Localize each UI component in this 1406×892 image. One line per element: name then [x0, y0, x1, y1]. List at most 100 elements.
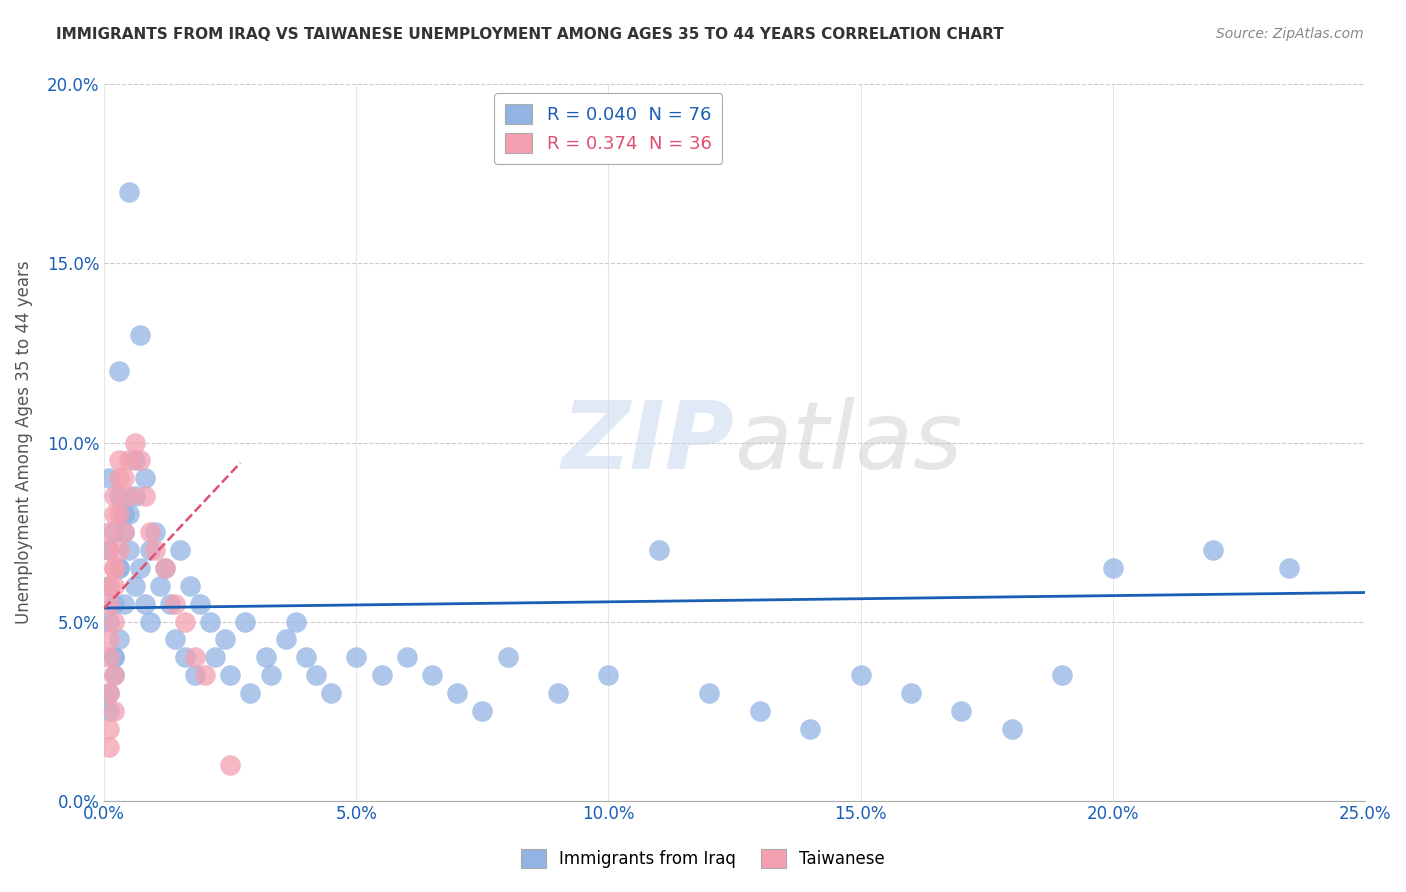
Point — [219, 668, 242, 682]
Point — [295, 650, 318, 665]
Point — [103, 561, 125, 575]
Point — [420, 668, 443, 682]
Point — [103, 650, 125, 665]
Text: ZIP: ZIP — [561, 397, 734, 489]
Point — [108, 561, 131, 575]
Point — [134, 471, 156, 485]
Point — [239, 686, 262, 700]
Point — [254, 650, 277, 665]
Point — [214, 632, 236, 647]
Y-axis label: Unemployment Among Ages 35 to 44 years: Unemployment Among Ages 35 to 44 years — [15, 260, 32, 624]
Point — [108, 364, 131, 378]
Point — [103, 524, 125, 539]
Point — [134, 489, 156, 503]
Point — [1278, 561, 1301, 575]
Point — [98, 597, 121, 611]
Point — [169, 543, 191, 558]
Point — [159, 597, 181, 611]
Point — [697, 686, 720, 700]
Point — [124, 435, 146, 450]
Point — [103, 668, 125, 682]
Point — [496, 650, 519, 665]
Point — [112, 597, 135, 611]
Point — [118, 453, 141, 467]
Point — [149, 579, 172, 593]
Point — [138, 615, 160, 629]
Point — [128, 453, 150, 467]
Point — [108, 489, 131, 503]
Point — [849, 668, 872, 682]
Point — [108, 632, 131, 647]
Point — [112, 524, 135, 539]
Point — [98, 579, 121, 593]
Point — [598, 668, 620, 682]
Point — [748, 704, 770, 718]
Point — [112, 507, 135, 521]
Point — [98, 704, 121, 718]
Point — [108, 471, 131, 485]
Point — [143, 543, 166, 558]
Point — [274, 632, 297, 647]
Point — [98, 722, 121, 736]
Point — [98, 615, 121, 629]
Point — [174, 650, 197, 665]
Text: atlas: atlas — [734, 397, 963, 488]
Text: Source: ZipAtlas.com: Source: ZipAtlas.com — [1216, 27, 1364, 41]
Point — [98, 543, 121, 558]
Point — [204, 650, 226, 665]
Point — [648, 543, 671, 558]
Point — [98, 471, 121, 485]
Point — [344, 650, 367, 665]
Point — [1101, 561, 1123, 575]
Point — [179, 579, 201, 593]
Point — [108, 543, 131, 558]
Point — [138, 543, 160, 558]
Point — [370, 668, 392, 682]
Point — [108, 561, 131, 575]
Point — [103, 615, 125, 629]
Point — [98, 543, 121, 558]
Legend: Immigrants from Iraq, Taiwanese: Immigrants from Iraq, Taiwanese — [515, 843, 891, 875]
Point — [118, 507, 141, 521]
Point — [1202, 543, 1225, 558]
Point — [153, 561, 176, 575]
Text: IMMIGRANTS FROM IRAQ VS TAIWANESE UNEMPLOYMENT AMONG AGES 35 TO 44 YEARS CORRELA: IMMIGRANTS FROM IRAQ VS TAIWANESE UNEMPL… — [56, 27, 1004, 42]
Point — [198, 615, 221, 629]
Point — [103, 579, 125, 593]
Point — [194, 668, 217, 682]
Point — [305, 668, 328, 682]
Point — [799, 722, 821, 736]
Point — [235, 615, 257, 629]
Point — [163, 597, 186, 611]
Point — [98, 579, 121, 593]
Point — [174, 615, 197, 629]
Point — [98, 524, 121, 539]
Point — [184, 668, 207, 682]
Point — [188, 597, 211, 611]
Point — [98, 686, 121, 700]
Point — [103, 507, 125, 521]
Point — [128, 328, 150, 343]
Point — [112, 507, 135, 521]
Point — [112, 524, 135, 539]
Point — [118, 543, 141, 558]
Point — [103, 561, 125, 575]
Point — [134, 597, 156, 611]
Point — [98, 739, 121, 754]
Point — [219, 757, 242, 772]
Point — [103, 489, 125, 503]
Point — [103, 597, 125, 611]
Point — [259, 668, 281, 682]
Point — [153, 561, 176, 575]
Point — [1050, 668, 1073, 682]
Point — [900, 686, 922, 700]
Point — [321, 686, 343, 700]
Point — [284, 615, 307, 629]
Point — [1001, 722, 1024, 736]
Point — [950, 704, 973, 718]
Legend: R = 0.040  N = 76, R = 0.374  N = 36: R = 0.040 N = 76, R = 0.374 N = 36 — [495, 94, 723, 164]
Point — [395, 650, 418, 665]
Point — [103, 704, 125, 718]
Point — [128, 561, 150, 575]
Point — [103, 668, 125, 682]
